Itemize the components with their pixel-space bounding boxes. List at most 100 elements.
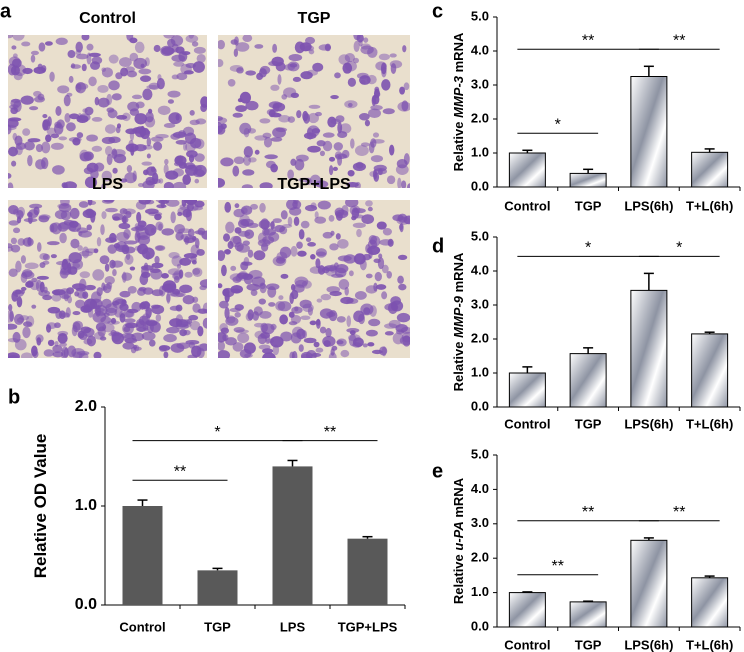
cell	[193, 46, 206, 54]
cell	[30, 50, 39, 56]
cell	[20, 255, 26, 264]
cell	[294, 306, 299, 312]
cell	[168, 112, 182, 125]
cell	[29, 280, 40, 291]
x-tick-label: TGP	[575, 416, 602, 431]
cell	[8, 35, 13, 39]
cell	[258, 219, 271, 229]
cell	[316, 298, 323, 303]
bar	[569, 353, 607, 408]
cell	[71, 325, 78, 337]
cell	[166, 326, 180, 334]
cell	[368, 108, 381, 118]
cell	[78, 201, 89, 208]
cell	[279, 314, 288, 325]
cell	[127, 286, 137, 294]
cell	[153, 44, 161, 53]
cell	[356, 35, 364, 43]
cell	[68, 75, 74, 83]
cell	[15, 142, 27, 150]
cell	[179, 257, 192, 266]
cell	[382, 108, 395, 115]
cell	[192, 296, 199, 303]
cell	[76, 53, 89, 60]
cell	[341, 149, 350, 159]
cell	[382, 227, 392, 236]
cell	[169, 305, 181, 311]
cell	[82, 306, 91, 313]
cell	[36, 275, 49, 280]
cell	[15, 260, 22, 273]
cell	[275, 127, 288, 133]
cell	[131, 226, 145, 232]
cell	[75, 83, 82, 93]
micrograph-label: Control	[79, 10, 136, 27]
cell	[303, 132, 317, 140]
cell	[288, 321, 298, 326]
cell	[307, 242, 316, 247]
cell	[237, 332, 250, 344]
cell	[245, 100, 259, 111]
cell	[84, 284, 96, 291]
cell	[220, 327, 229, 334]
cell	[344, 53, 355, 63]
cell	[367, 206, 373, 212]
cell	[224, 249, 231, 255]
cell	[359, 75, 371, 85]
cell	[234, 304, 244, 311]
cell	[16, 317, 25, 323]
cell	[376, 221, 387, 230]
cell	[220, 157, 234, 167]
cell	[131, 301, 142, 312]
cell	[294, 158, 305, 171]
cell	[163, 35, 175, 39]
cell	[311, 128, 321, 134]
cell	[33, 96, 46, 103]
cell	[144, 116, 156, 128]
cell	[407, 183, 410, 188]
cell	[8, 352, 20, 358]
panel-letter: b	[8, 386, 20, 408]
cell	[277, 74, 282, 85]
bar	[630, 289, 668, 408]
cell	[177, 228, 192, 234]
cell	[243, 127, 250, 138]
cell	[399, 222, 404, 233]
micrograph	[218, 35, 410, 188]
cell	[20, 352, 33, 358]
y-tick-label: 2.0	[75, 398, 97, 415]
cell	[88, 76, 97, 87]
cell	[35, 334, 44, 343]
cell	[104, 263, 110, 272]
cell	[334, 72, 341, 79]
cell	[272, 43, 278, 53]
cell	[35, 143, 44, 153]
x-tick-label: Control	[504, 416, 550, 431]
cell	[171, 255, 183, 267]
cell	[31, 304, 37, 309]
cell	[70, 238, 80, 249]
y-tick-label: 1.0	[471, 584, 489, 599]
cell	[235, 105, 247, 113]
cell	[55, 310, 63, 319]
cell	[254, 135, 268, 141]
cell	[38, 42, 46, 52]
cell	[8, 117, 22, 122]
bar	[197, 570, 238, 605]
cell	[101, 170, 112, 182]
cell	[115, 72, 123, 80]
cell	[91, 145, 103, 152]
cell	[329, 156, 336, 162]
cell	[119, 313, 126, 323]
cell	[64, 112, 71, 123]
cell	[76, 115, 89, 124]
cell	[109, 232, 117, 243]
cell	[315, 248, 327, 258]
cell	[93, 351, 102, 358]
cell	[396, 312, 410, 323]
cell	[72, 311, 81, 316]
cell	[148, 211, 163, 217]
x-tick-label: T+L(6h)	[686, 637, 733, 652]
cell	[122, 271, 127, 283]
cell	[270, 84, 280, 91]
